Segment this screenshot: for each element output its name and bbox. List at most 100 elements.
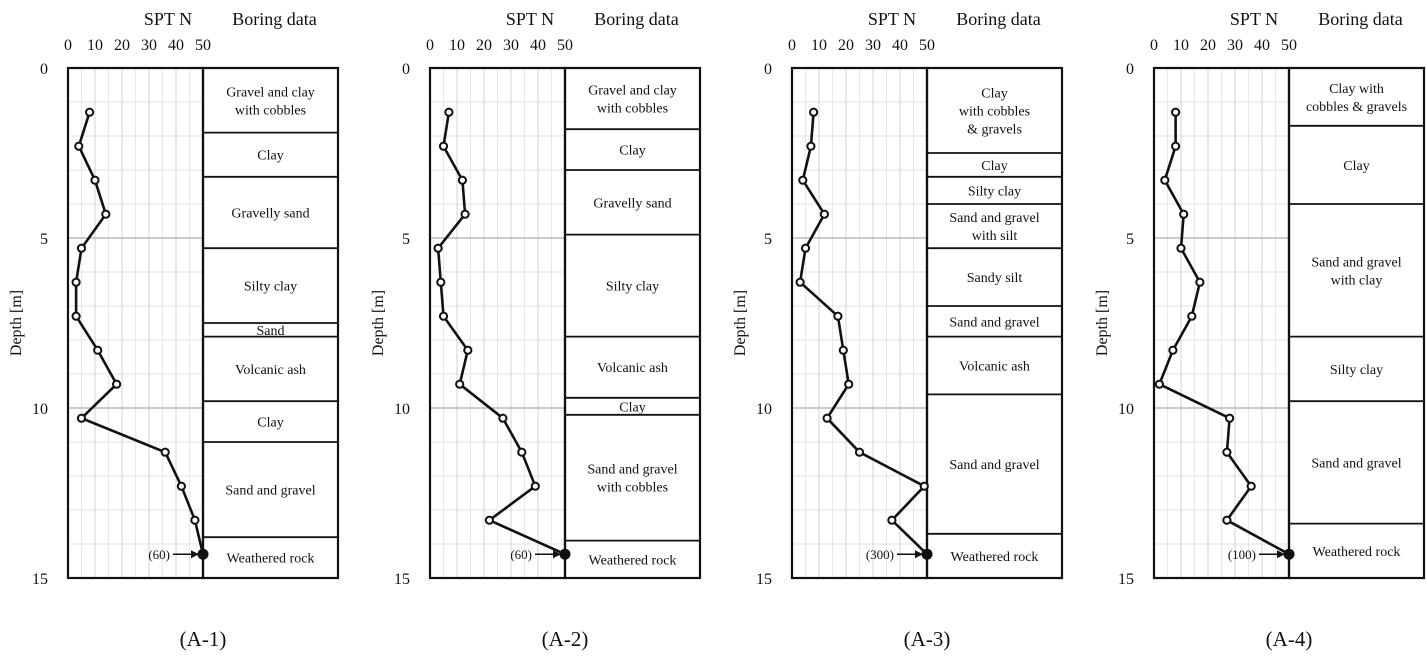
y-tick-label: 5 bbox=[40, 231, 48, 248]
x-tick-label: 30 bbox=[1227, 37, 1243, 54]
y-tick-label: 15 bbox=[1118, 571, 1134, 588]
y-tick-label: 0 bbox=[1126, 61, 1134, 78]
annotation-arrowhead bbox=[1277, 550, 1285, 559]
layer-label-line: Clay bbox=[619, 144, 645, 159]
layer-label: Weathered rock bbox=[589, 553, 677, 568]
layer-label-line: Weathered rock bbox=[1313, 545, 1401, 560]
layer-label-line: Clay bbox=[257, 149, 283, 164]
spt-n-point bbox=[190, 515, 200, 525]
spt-n-point bbox=[1160, 175, 1170, 185]
layer-label: Sand and gravel with clay bbox=[1311, 255, 1401, 288]
layer-label: Sand and gravel with silt bbox=[949, 211, 1039, 244]
spt-n-point bbox=[438, 311, 449, 321]
annotation-arrowhead bbox=[191, 550, 199, 559]
spt-n-point bbox=[806, 141, 816, 151]
layer-label-line: Gravelly sand bbox=[593, 196, 671, 211]
layer-label-line: with cobbles bbox=[959, 105, 1030, 120]
spt-n-point bbox=[101, 209, 111, 219]
layer-label-line: Weathered rock bbox=[227, 552, 315, 567]
y-axis-label: Depth [m] bbox=[732, 290, 749, 356]
annotation-label: (300) bbox=[866, 547, 894, 562]
layer-label: Clay with cobbles & gravels bbox=[1306, 82, 1407, 115]
layer-label-line: Sand and gravel bbox=[1311, 255, 1401, 270]
spt-n-point bbox=[444, 107, 454, 117]
layer-label: Clay bbox=[257, 149, 283, 164]
layer-label-line: Sand and gravel bbox=[587, 463, 677, 478]
spt-n-point bbox=[1246, 481, 1256, 491]
spt-n-title: SPT N bbox=[1230, 9, 1278, 29]
boring-data-title: Boring data bbox=[232, 9, 316, 29]
layer-label-line: Silty clay bbox=[606, 280, 659, 295]
x-tick-label: 0 bbox=[64, 37, 72, 54]
spt-n-line bbox=[798, 112, 928, 556]
y-tick-label: 0 bbox=[40, 61, 48, 78]
y-tick-label: 10 bbox=[756, 401, 772, 418]
layer-label: Sand and gravel bbox=[949, 315, 1039, 330]
boring-data-title: Boring data bbox=[1318, 9, 1402, 29]
layer-label-line: Gravel and clay bbox=[588, 84, 677, 99]
layer-label-line: Sand and gravel bbox=[949, 211, 1039, 226]
x-tick-label: 50 bbox=[557, 37, 573, 54]
layer-label: Sand and gravel bbox=[1311, 456, 1401, 471]
x-tick-label: 10 bbox=[811, 37, 827, 54]
x-tick-label: 30 bbox=[865, 37, 881, 54]
layer-label-line: cobbles & gravels bbox=[1306, 100, 1407, 115]
panel-caption: (A-4) bbox=[1266, 627, 1313, 651]
spt-n-point bbox=[800, 243, 811, 253]
spt-n-title: SPT N bbox=[506, 9, 554, 29]
spt-n-line bbox=[1158, 112, 1290, 556]
layer-label-line: Sand and gravel bbox=[949, 315, 1039, 330]
refusal-point bbox=[559, 548, 571, 560]
refusal-point bbox=[921, 548, 933, 560]
layer-label-line: Gravel and clay bbox=[226, 85, 315, 100]
layer-label-line: with clay bbox=[1331, 273, 1383, 288]
layer-label-line: Clay bbox=[257, 416, 283, 431]
layer-label-line: Weathered rock bbox=[951, 550, 1039, 565]
boring-data-title: Boring data bbox=[956, 9, 1040, 29]
spt-n-point bbox=[1154, 379, 1165, 389]
spt-n-point bbox=[484, 515, 494, 525]
spt-n-point bbox=[460, 209, 470, 219]
layer-label: Silty clay bbox=[244, 280, 297, 295]
layer-label: Weathered rock bbox=[1313, 545, 1401, 560]
boring-column-frame bbox=[563, 66, 702, 580]
x-tick-label: 40 bbox=[1254, 37, 1270, 54]
y-tick-label: 15 bbox=[756, 571, 772, 588]
panel-caption: (A-3) bbox=[904, 627, 951, 651]
layer-label-line: Sand bbox=[257, 324, 285, 339]
layer-label: Silty clay bbox=[968, 184, 1021, 199]
x-tick-label: 50 bbox=[919, 37, 935, 54]
x-tick-label: 0 bbox=[1150, 37, 1158, 54]
layer-label: Weathered rock bbox=[951, 550, 1039, 565]
panel-caption: (A-1) bbox=[180, 627, 227, 651]
x-tick-label: 50 bbox=[1281, 37, 1297, 54]
layer-label: Volcanic ash bbox=[597, 361, 668, 376]
layer-label-line: with silt bbox=[972, 229, 1018, 244]
refusal-point bbox=[197, 548, 209, 560]
x-tick-label: 20 bbox=[114, 37, 130, 54]
layer-label-line: Clay bbox=[1343, 159, 1369, 174]
refusal-point bbox=[1283, 548, 1295, 560]
annotation-label: (60) bbox=[148, 547, 170, 562]
panel-caption: (A-2) bbox=[542, 627, 589, 651]
x-tick-label: 50 bbox=[195, 37, 211, 54]
spt-n-point bbox=[160, 447, 170, 457]
y-tick-label: 0 bbox=[402, 61, 410, 78]
layer-label-line: Volcanic ash bbox=[235, 363, 306, 378]
layer-label: Clay with cobbles & gravels bbox=[959, 87, 1030, 138]
x-tick-label: 40 bbox=[892, 37, 908, 54]
layer-label-line: Clay bbox=[619, 400, 645, 415]
layer-label: Clay bbox=[1343, 159, 1369, 174]
layer-label: Clay bbox=[981, 159, 1007, 174]
spt-n-point bbox=[530, 481, 540, 491]
panel-2: Gravel and clay with cobbles Clay Gravelly … bbox=[370, 9, 702, 651]
y-tick-label: 10 bbox=[32, 401, 48, 418]
layer-label-line: Sandy silt bbox=[967, 271, 1023, 286]
boring-column-frame bbox=[1287, 66, 1426, 580]
layer-label: Volcanic ash bbox=[959, 360, 1030, 375]
layer-label-line: Clay bbox=[981, 159, 1007, 174]
spt-n-line bbox=[436, 111, 566, 556]
spt-n-point bbox=[71, 277, 81, 287]
spt-n-point bbox=[433, 243, 443, 253]
layer-label: Clay bbox=[257, 416, 283, 431]
